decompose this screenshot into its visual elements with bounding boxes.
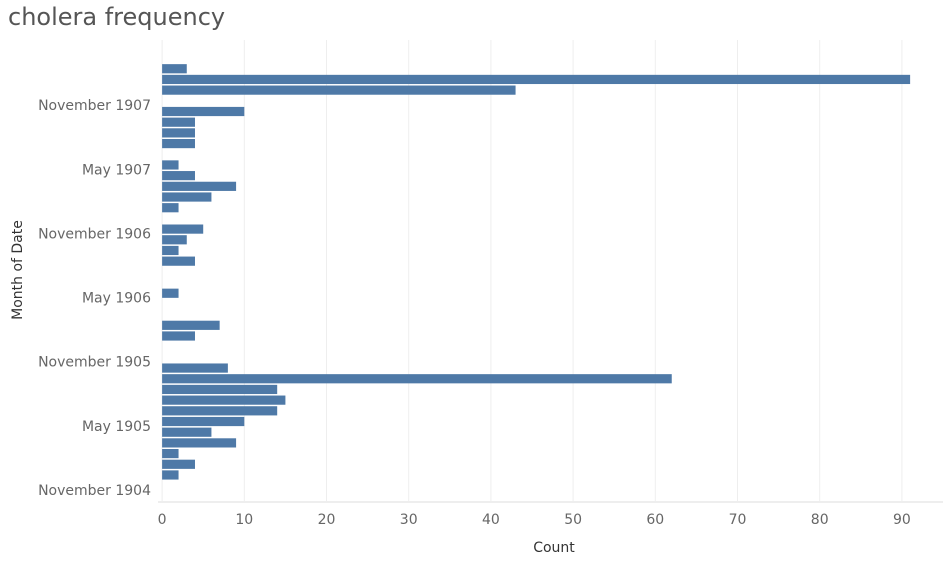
bar [162,64,187,74]
bar [162,320,220,330]
bar [162,160,179,170]
y-tick-label: November 1904 [38,483,151,499]
x-tick-label: 70 [729,512,747,528]
bar [162,288,179,298]
bar [162,374,672,384]
bar [162,203,179,213]
bar [162,138,195,149]
y-tick-label: May 1907 [82,162,151,178]
x-tick-label: 30 [400,512,418,528]
bar [162,459,195,469]
bar [162,448,179,459]
x-tick-label: 40 [482,512,500,528]
y-tick-label: May 1905 [82,419,151,435]
bar [162,470,179,480]
y-tick-label: November 1907 [38,98,151,114]
y-tick-label: November 1906 [38,226,151,242]
x-tick-label: 20 [318,512,336,528]
bar [162,384,278,395]
bar [162,406,278,416]
bar [162,395,286,405]
chart-title: cholera frequency [8,3,225,31]
x-tick-label: 80 [811,512,829,528]
x-tick-label: 90 [893,512,911,528]
bar [162,74,911,85]
bar [162,363,228,373]
bar [162,245,179,256]
x-tick-label: 0 [158,512,167,528]
y-tick-label: May 1906 [82,291,151,307]
bar [162,181,237,191]
bar [162,171,195,181]
y-axis-label: Month of Date [10,220,26,320]
bar [162,331,195,341]
bar [162,416,245,427]
bar [162,438,237,448]
bar [162,85,516,95]
bar [162,427,212,437]
x-axis-label: Count [533,540,575,556]
y-tick-label: November 1905 [38,355,151,371]
bar [162,224,204,234]
bar [162,256,195,266]
bar [162,128,195,138]
bar [162,192,212,202]
bar [162,117,195,127]
x-tick-label: 50 [564,512,582,528]
x-tick-label: 60 [646,512,664,528]
bar [162,106,245,117]
bar [162,235,187,245]
x-tick-label: 10 [235,512,253,528]
